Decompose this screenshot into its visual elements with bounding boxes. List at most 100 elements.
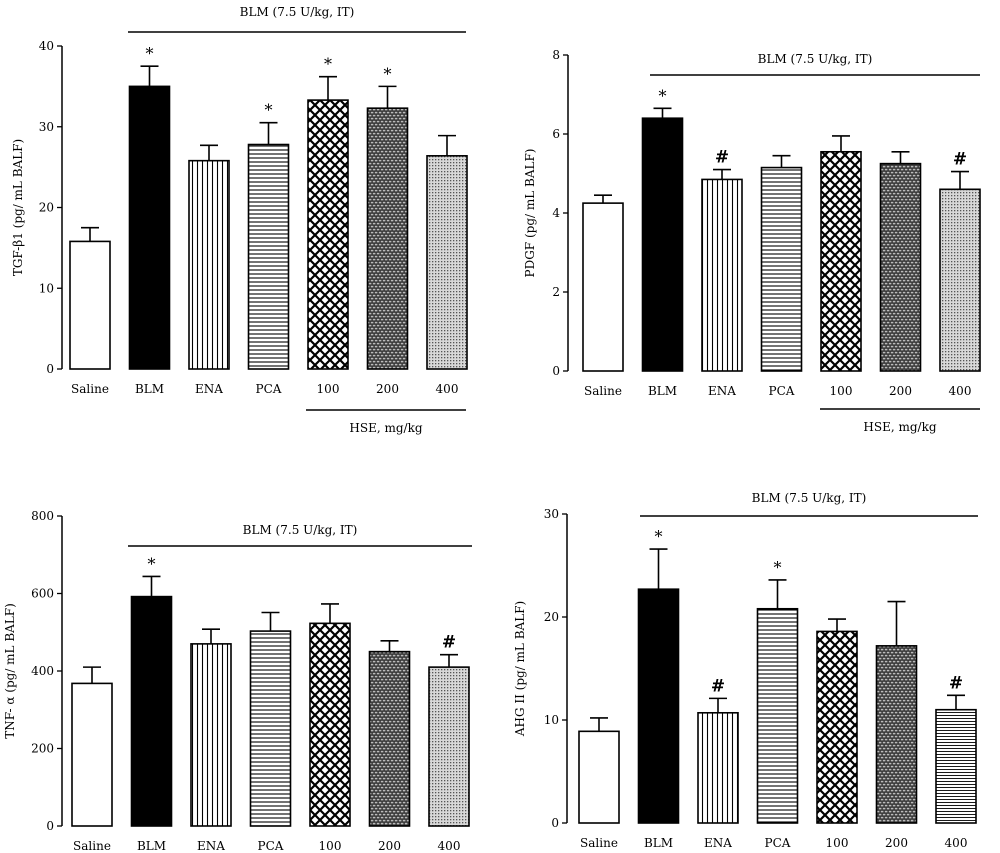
y-tick-label: 20 [544, 610, 559, 624]
x-tick-label: 200 [378, 839, 401, 853]
bar-400 [428, 666, 470, 827]
significance-star-marker: * [146, 44, 154, 63]
y-tick-label: 4 [552, 206, 560, 220]
x-tick-label: BLM [644, 836, 673, 850]
bar-ena [188, 159, 230, 370]
bar-pca [756, 607, 799, 824]
bar-100 [816, 630, 858, 824]
y-axis-label: PDGF (pg/ mL BALF) [523, 149, 537, 278]
x-tick-label: Saline [73, 839, 111, 853]
group-annotation: BLM (7.5 U/kg, IT) [758, 52, 873, 66]
dose-annotation: HSE, mg/kg [863, 420, 936, 434]
significance-star-marker: * [774, 558, 782, 577]
bar-blm [128, 85, 171, 370]
x-tick-label: BLM [137, 839, 166, 853]
x-tick-label: 100 [317, 382, 340, 396]
significance-star-marker: * [148, 554, 156, 573]
chart-panel-2: 0 2 4 6 8 PDGF (pg/ mL BALF) Saline BLM * ENA # PCA… [523, 48, 981, 434]
y-tick-label: 8 [552, 48, 560, 62]
bar-ena [190, 643, 232, 827]
y-tick-label: 0 [551, 816, 559, 830]
y-tick-label: 30 [39, 120, 54, 134]
y-tick-label: 800 [31, 509, 54, 523]
y-tick-label: 0 [552, 364, 560, 378]
significance-star-marker: * [655, 527, 663, 546]
x-tick-label: Saline [71, 382, 109, 396]
y-tick-label: 0 [46, 362, 54, 376]
y-tick-label: 600 [31, 587, 54, 601]
x-tick-label: 100 [319, 839, 342, 853]
x-tick-label: 400 [436, 382, 459, 396]
bar-200 [879, 162, 922, 372]
bar-ena [701, 178, 743, 372]
chart-panel-4: 0 10 20 30 AHG II (pg/ mL BALF) Saline BLM * ENA… [513, 491, 978, 850]
y-tick-label: 0 [46, 819, 54, 833]
significance-hash-marker: # [715, 148, 729, 168]
bar-200 [366, 107, 409, 370]
group-annotation: BLM (7.5 U/kg, IT) [240, 5, 355, 19]
group-annotation: BLM (7.5 U/kg, IT) [243, 523, 358, 537]
x-tick-label: PCA [769, 384, 795, 398]
chart-panel-3: 0 200 400 600 800 TNF- α (pg/ mL BALF) Saline B… [3, 509, 472, 853]
x-tick-label: ENA [708, 384, 736, 398]
chart-panel-1: 0 10 20 30 40 TGF-β1 (pg/ mL BALF) Saline BLM * E… [11, 5, 468, 435]
bar-saline [71, 682, 113, 827]
y-axis-label: AHG II (pg/ mL BALF) [513, 601, 527, 737]
significance-hash-marker: # [442, 633, 456, 653]
significance-star-marker: * [265, 101, 273, 120]
y-tick-label: 40 [39, 39, 54, 53]
y-tick-label: 400 [31, 664, 54, 678]
y-axis-label: TNF- α (pg/ mL BALF) [3, 603, 17, 739]
dose-annotation: HSE, mg/kg [349, 421, 422, 435]
bar-400 [935, 708, 977, 824]
bar-100 [307, 99, 349, 370]
x-tick-label: 200 [376, 382, 399, 396]
x-tick-label: 100 [826, 836, 849, 850]
significance-hash-marker: # [953, 150, 967, 170]
bar-400 [426, 155, 468, 370]
bar-pca [760, 166, 803, 372]
x-tick-label: BLM [648, 384, 677, 398]
x-tick-label: BLM [135, 382, 164, 396]
bar-blm [641, 117, 684, 372]
significance-star-marker: * [659, 86, 667, 105]
x-tick-label: 200 [889, 384, 912, 398]
bar-saline [69, 240, 111, 370]
x-tick-label: Saline [584, 384, 622, 398]
x-tick-label: PCA [256, 382, 282, 396]
bar-pca [247, 143, 290, 370]
bar-saline [578, 730, 620, 824]
x-tick-label: 200 [885, 836, 908, 850]
x-tick-label: PCA [258, 839, 284, 853]
y-tick-label: 20 [39, 201, 54, 215]
x-tick-label: ENA [195, 382, 223, 396]
y-tick-label: 200 [31, 742, 54, 756]
bar-ena [697, 711, 739, 824]
y-tick-label: 6 [552, 127, 560, 141]
bar-100 [309, 622, 351, 827]
significance-hash-marker: # [949, 673, 963, 693]
bar-100 [820, 150, 862, 372]
x-tick-label: ENA [704, 836, 732, 850]
y-tick-label: 2 [552, 285, 560, 299]
bar-blm [130, 595, 173, 827]
x-tick-label: 100 [830, 384, 853, 398]
significance-star-marker: * [384, 64, 392, 83]
y-tick-label: 30 [544, 507, 559, 521]
group-annotation: BLM (7.5 U/kg, IT) [752, 491, 867, 505]
y-axis-label: TGF-β1 (pg/ mL BALF) [11, 139, 25, 276]
y-tick-label: 10 [39, 281, 54, 295]
y-tick-label: 10 [544, 713, 559, 727]
significance-star-marker: * [324, 55, 332, 74]
x-tick-label: ENA [197, 839, 225, 853]
x-tick-label: Saline [580, 836, 618, 850]
x-tick-label: PCA [765, 836, 791, 850]
bar-400 [939, 188, 981, 372]
x-tick-label: 400 [945, 836, 968, 850]
significance-hash-marker: # [711, 676, 725, 696]
x-tick-label: 400 [949, 384, 972, 398]
bar-pca [249, 630, 292, 827]
bar-blm [637, 588, 680, 824]
bar-saline [582, 202, 624, 372]
